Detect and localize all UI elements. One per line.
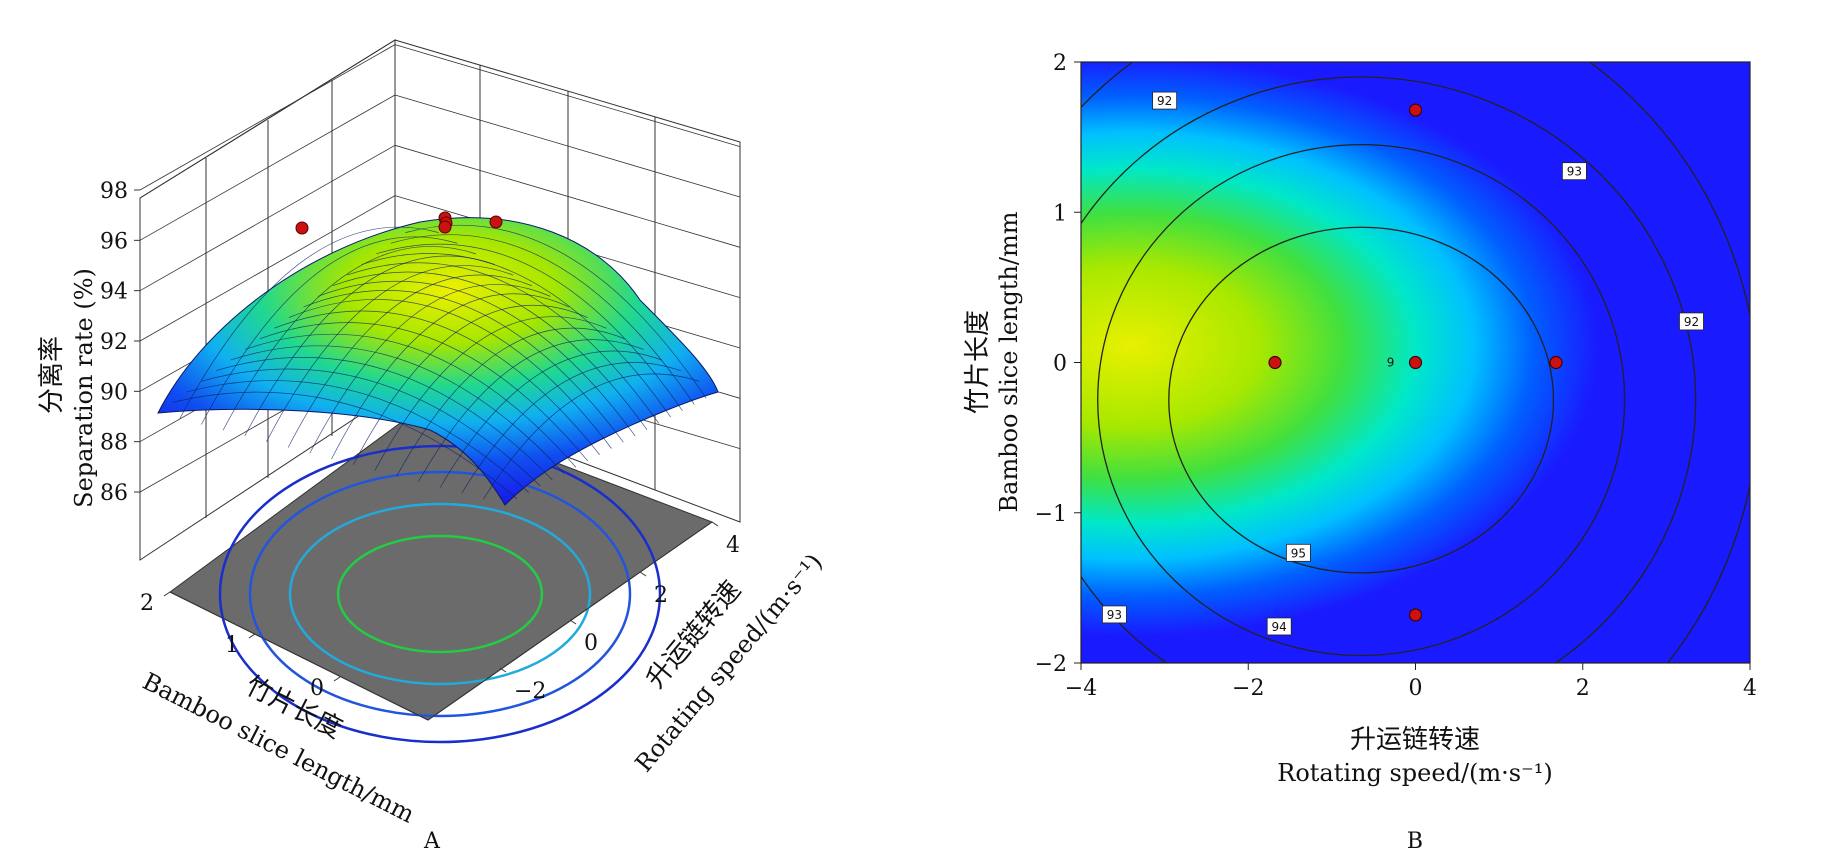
design-point xyxy=(1549,355,1563,370)
contour-lines xyxy=(1081,62,1750,663)
x-tick-label-b: −2 xyxy=(1232,676,1264,701)
contour-label: 93 xyxy=(1567,165,1582,179)
x-axis-label-b-cn: 升运链转速 xyxy=(1350,725,1480,755)
z-tick-label: 86 xyxy=(100,481,128,506)
floor-contour-93 xyxy=(248,470,632,718)
floor-contour-94 xyxy=(288,502,592,686)
contour-label: 93 xyxy=(1107,608,1122,622)
y-tick-label-b: 0 xyxy=(1053,352,1067,377)
x-tick-label-a: 2 xyxy=(140,591,154,616)
panel-label-b: B xyxy=(1407,829,1423,854)
x-axis-ticks-a: 2 1 0 xyxy=(140,591,341,701)
surface-mesh xyxy=(172,224,707,500)
design-points-2d xyxy=(1268,103,1563,622)
contour-label: 92 xyxy=(1684,315,1699,329)
y-axis-label-b-cn: 竹片长度 xyxy=(963,310,993,414)
y-tick-label-b: −2 xyxy=(1035,652,1067,677)
z-axis-label-en: Separation rate (%) xyxy=(70,268,98,508)
x-tick-label-b: −4 xyxy=(1065,676,1097,701)
y-tick-label-b: −1 xyxy=(1035,502,1067,527)
y-tick-label-b: 2 xyxy=(1053,51,1067,76)
design-point xyxy=(1408,103,1423,117)
design-points-3d xyxy=(295,211,503,235)
contour-label: 94 xyxy=(1272,620,1287,634)
z-tick-label: 88 xyxy=(100,431,128,456)
x-tick-label-a: 0 xyxy=(310,676,324,701)
y-tick-label-a: 2 xyxy=(654,583,668,608)
contour-label: 92 xyxy=(1157,94,1172,108)
panel-a-surface: 86 88 90 92 94 96 98 2 1 0 4 2 0 −2 分离率 Separation … xyxy=(37,39,828,854)
floor-contour-95 xyxy=(336,534,544,654)
x-tick-label-b: 0 xyxy=(1409,676,1423,701)
z-tick-label: 92 xyxy=(100,330,128,355)
y-tick-label-a: 0 xyxy=(584,631,598,656)
z-tick-label: 94 xyxy=(100,280,128,305)
y-axis-label-b-en: Bamboo slice length/mm xyxy=(995,211,1023,512)
z-tick-label: 90 xyxy=(100,380,128,405)
contour-label: 95 xyxy=(1291,546,1306,560)
floor-contour-92 xyxy=(218,444,662,744)
design-point xyxy=(295,221,309,235)
y-axis-ticks-a: 4 2 0 −2 xyxy=(499,521,740,704)
design-point xyxy=(1408,355,1423,370)
contour-95 xyxy=(1168,226,1555,574)
floor-contours xyxy=(218,444,662,744)
z-axis-label-cn: 分离率 xyxy=(37,336,67,414)
y-tick-label-a: 4 xyxy=(726,533,740,558)
contour-93 xyxy=(1081,76,1697,663)
design-point xyxy=(438,220,452,234)
design-point xyxy=(489,215,503,229)
x-axis-ticks-b: −4 −2 0 2 4 xyxy=(1065,663,1757,701)
x-tick-label-b: 2 xyxy=(1576,676,1590,701)
design-point xyxy=(1408,608,1423,622)
contour-label-center: 9 xyxy=(1387,356,1395,370)
y-axis-ticks-b: −2 −1 0 1 2 xyxy=(1035,51,1081,677)
x-axis-label-b-en: Rotating speed/(m·s⁻¹) xyxy=(1277,759,1553,787)
contour-94 xyxy=(1097,143,1626,657)
x-tick-label-b: 4 xyxy=(1743,676,1757,701)
y-tick-label-b: 1 xyxy=(1053,201,1067,226)
contour-labels: 95 94 93 93 92 92 9 xyxy=(1102,91,1704,636)
y-tick-label-a: −2 xyxy=(514,679,546,704)
x-tick-label-a: 1 xyxy=(225,633,239,658)
z-axis-ticks: 86 88 90 92 94 96 98 xyxy=(100,179,140,506)
design-point xyxy=(1268,355,1282,370)
panel-label-a: A xyxy=(423,829,441,854)
z-tick-label: 96 xyxy=(100,229,128,254)
z-tick-label: 98 xyxy=(100,179,128,204)
